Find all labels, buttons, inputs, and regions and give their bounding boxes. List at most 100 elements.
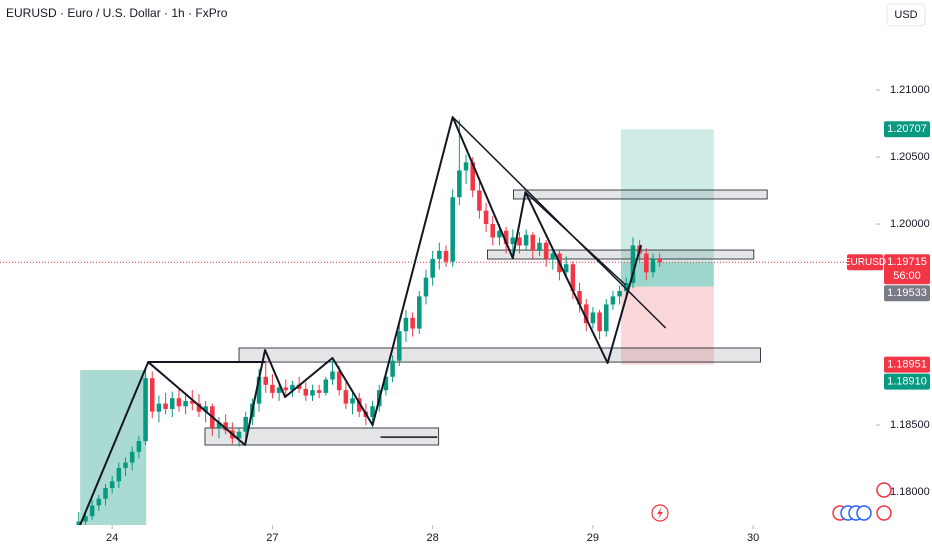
candle-body [463, 162, 469, 171]
candle-body [657, 258, 662, 263]
candle-body [276, 387, 282, 393]
candle-body [430, 258, 435, 278]
y-tick-label: 1.18500 [890, 419, 930, 431]
candle-body [190, 400, 195, 404]
price-axis: 1.21000 1.20500 1.20000 1.18500 1.18000 [876, 84, 930, 498]
candle-body [109, 481, 115, 489]
candle-body [76, 521, 82, 525]
candle-body [176, 398, 182, 407]
candle-body [143, 378, 148, 442]
candle-body [336, 371, 342, 391]
candle-body [350, 398, 355, 404]
chart-title: EURUSD · Euro / U.S. Dollar · 1h · FxPro [6, 6, 228, 20]
candle-body [216, 422, 222, 428]
candle-body [617, 291, 622, 297]
candle-body [163, 403, 168, 409]
candle-body [457, 170, 462, 198]
candle-body [470, 162, 475, 191]
zone-box [487, 249, 755, 260]
candle-body [510, 237, 516, 245]
candle-body [323, 379, 329, 393]
candle-body [417, 296, 422, 329]
candle-body [503, 230, 509, 245]
candle-body [390, 360, 395, 377]
candle-body [96, 498, 102, 506]
candle-body [183, 400, 188, 407]
candle-body [316, 390, 322, 393]
candle-body [490, 224, 496, 238]
candle-body [83, 516, 88, 522]
price-label-box [884, 373, 930, 390]
candle-body [543, 242, 549, 259]
x-tick-label: 24 [106, 532, 118, 544]
plot-area [0, 115, 876, 525]
price-label: 1.18910 [887, 376, 927, 388]
candle-body [256, 376, 262, 404]
candle-body [537, 242, 542, 251]
x-tick-label: 30 [747, 532, 759, 544]
price-label-box [884, 285, 930, 302]
candle-body [443, 250, 449, 262]
y-tick-label: 1.20000 [890, 218, 930, 230]
x-tick-label: 29 [587, 532, 599, 544]
candle-body [296, 384, 302, 389]
x-tick-label: 27 [266, 532, 278, 544]
candle-body [603, 304, 609, 332]
candle-body [477, 190, 482, 211]
candle-body [310, 390, 315, 396]
candle-body [116, 467, 122, 482]
candle-body [397, 331, 402, 361]
candle-body [103, 488, 108, 499]
zone-box [204, 427, 440, 446]
candle-body [517, 237, 522, 246]
candle-body [523, 234, 529, 246]
price-label-box [884, 356, 930, 373]
zone-box [513, 189, 768, 200]
candle-body [650, 258, 656, 273]
position-progress [620, 262, 714, 287]
candle-body [223, 422, 228, 431]
candle-body [624, 283, 629, 292]
candle-body [437, 250, 442, 259]
event-icons[interactable] [832, 482, 892, 521]
candle-body [169, 398, 175, 409]
candle-body [236, 431, 242, 439]
symbol-tag: EURUSD [844, 257, 886, 268]
candle-body [450, 197, 455, 262]
zone-box [238, 347, 761, 363]
candle-body [303, 388, 309, 396]
price-label-box [884, 254, 930, 285]
y-tick-label: 1.18000 [890, 486, 930, 498]
symbol-tag-box [847, 254, 883, 271]
candle-body [270, 384, 275, 393]
candle-body [530, 234, 536, 251]
candle-body [410, 317, 415, 329]
candle-body [196, 403, 202, 412]
candle-body [583, 304, 589, 324]
candle-body [330, 371, 335, 380]
candle-body [644, 253, 649, 273]
candle-body [149, 378, 155, 412]
candle-body [136, 441, 142, 452]
candle-body [290, 384, 295, 391]
currency-label[interactable]: USD [894, 9, 917, 21]
candle-body [156, 403, 162, 412]
price-label: 1.18951 [887, 359, 927, 371]
candle-body [577, 291, 582, 305]
candle-body [383, 376, 389, 391]
candle-body [563, 264, 569, 273]
candle-body [570, 264, 576, 292]
candle-body [630, 245, 636, 284]
price-label: 1.19715 [887, 256, 927, 268]
candle-body [203, 406, 208, 412]
candle-body [403, 317, 409, 332]
candle-body [283, 387, 289, 391]
price-label: 1.19533 [887, 287, 927, 299]
candle-body [89, 505, 95, 517]
flash-icon[interactable] [651, 504, 669, 522]
currency-button[interactable] [886, 3, 926, 27]
candle-body [343, 390, 349, 404]
x-tick-label: 28 [427, 532, 439, 544]
